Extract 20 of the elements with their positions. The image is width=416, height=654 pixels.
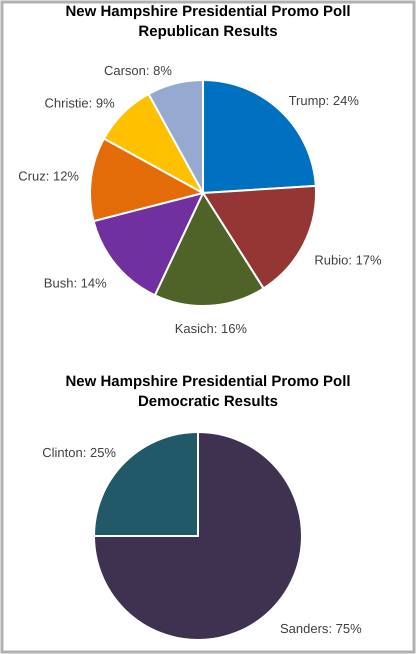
slice-label: Rubio <box>314 253 348 268</box>
slice-label: Cruz <box>18 168 46 184</box>
chart-title: New Hampshire Presidential Promo Poll Republican Results <box>65 3 351 40</box>
data-label: : 17% <box>348 253 382 268</box>
data-label: : 24% <box>326 93 360 108</box>
slice-label: Bush <box>44 276 74 292</box>
data-label: : 12% <box>46 168 80 184</box>
data-label: : 8% <box>146 63 172 78</box>
chart-title: New Hampshire Presidential Promo Poll Democratic Results <box>65 373 351 410</box>
data-label: : 9% <box>88 96 116 112</box>
data-label: : 14% <box>73 276 108 292</box>
data-label: : 25% <box>82 445 116 460</box>
data-label: : 16% <box>214 321 248 336</box>
data-label: : 75% <box>328 621 362 636</box>
slice-label: Trump <box>288 93 326 108</box>
slice-label: Clinton <box>42 445 83 460</box>
slice-label: Christie <box>44 96 89 112</box>
slice-label: Carson <box>104 63 146 78</box>
slice-label: Sanders <box>280 621 329 636</box>
slice-label: Kasich <box>174 321 214 336</box>
